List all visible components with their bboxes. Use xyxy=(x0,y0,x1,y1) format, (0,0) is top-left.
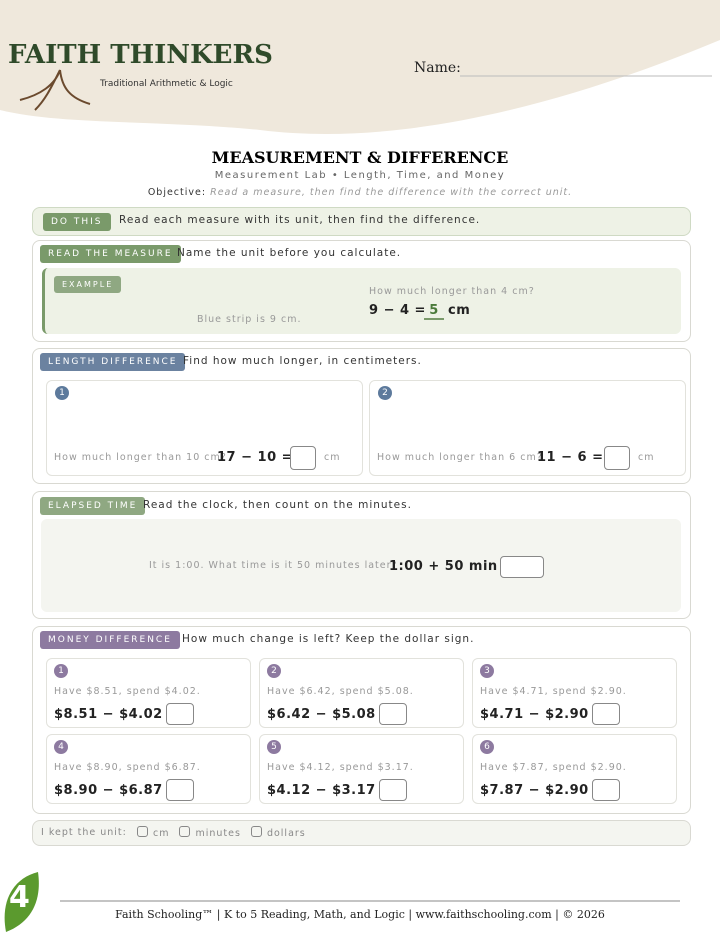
problem-number: 6 xyxy=(480,740,494,754)
problem-card: 1 Have $8.51, spend $4.02. $8.51 − $4.02 = xyxy=(46,658,251,728)
elapsed-panel: ELAPSED TIME Read the clock, then count … xyxy=(32,491,691,619)
answer-box[interactable] xyxy=(592,703,620,725)
footer-leaf xyxy=(4,872,39,932)
problem-number: 1 xyxy=(55,386,69,400)
read-measure-panel: READ THE MEASURE Name the unit before yo… xyxy=(32,240,691,342)
equation: $8.90 − $6.87 = xyxy=(54,783,180,798)
question: How much longer than 10 cm? xyxy=(54,452,227,463)
problem-card: 2 How much longer than 6 cm? 11 − 6 = cm xyxy=(369,380,686,476)
answer-box[interactable] xyxy=(500,556,544,578)
checklist-label: I kept the unit: xyxy=(41,827,127,838)
instruction: How much change is left? Keep the dollar… xyxy=(182,633,475,645)
problem-card: 3 Have $4.71, spend $2.90. $4.71 − $2.90 = xyxy=(472,658,677,728)
objective-label: Objective: xyxy=(147,187,207,198)
clock-box: It is 1:00. What time is it 50 minutes l… xyxy=(41,519,681,612)
answer-box[interactable] xyxy=(166,779,194,801)
do-this-bar: DO THIS Read each measure with its unit,… xyxy=(32,207,691,236)
footer-text: Faith Schooling™ | K to 5 Reading, Math,… xyxy=(115,908,605,921)
equation: $4.71 − $2.90 = xyxy=(480,707,606,722)
subtitle: Measurement Lab • Length, Time, and Mone… xyxy=(214,170,506,181)
problem-number: 1 xyxy=(54,664,68,678)
caption: Blue strip is 9 cm. xyxy=(197,314,302,325)
equation: 9 − 4 = xyxy=(369,303,426,318)
checkbox[interactable] xyxy=(179,826,191,837)
grade-badge: 4 xyxy=(9,880,30,915)
answer-box[interactable] xyxy=(379,703,407,725)
problem-number: 2 xyxy=(267,664,281,678)
equation: $8.51 − $4.02 = xyxy=(54,707,180,722)
problem-card: 4 Have $8.90, spend $6.87. $8.90 − $6.87 = xyxy=(46,734,251,804)
problem-number: 4 xyxy=(54,740,68,754)
checkbox[interactable] xyxy=(137,826,148,837)
instruction: Read each measure with its unit, then fi… xyxy=(119,214,481,226)
name-label: Name: xyxy=(414,60,461,76)
brand: FAITH THINKERS xyxy=(8,40,273,70)
instruction: Find how much longer, in centimeters. xyxy=(183,355,422,367)
prompt: Have $4.12, spend $3.17. xyxy=(267,762,414,773)
objective: Objective: Read a measure, then find the… xyxy=(0,187,720,198)
equation: 11 − 6 = xyxy=(537,450,604,465)
option-label: dollars xyxy=(266,828,306,839)
checkbox[interactable] xyxy=(250,826,262,837)
prompt: Have $7.87, spend $2.90. xyxy=(480,762,627,773)
answer-box[interactable] xyxy=(379,779,407,801)
prompt: Have $8.90, spend $6.87. xyxy=(54,762,201,773)
tag: EXAMPLE xyxy=(54,276,122,293)
header-swoosh xyxy=(0,0,720,134)
problem-number: 3 xyxy=(480,664,494,678)
answer-box[interactable] xyxy=(592,779,620,801)
unit: cm xyxy=(448,303,471,318)
problem-card: 6 Have $7.87, spend $2.90. $7.87 − $2.90 = xyxy=(472,734,677,804)
problem-number: 2 xyxy=(378,386,392,400)
instruction: Name the unit before you calculate. xyxy=(177,247,402,259)
tag: MONEY DIFFERENCE xyxy=(40,631,180,649)
option-label: minutes xyxy=(195,828,241,839)
checklist-option[interactable]: cm xyxy=(137,826,170,839)
tag: LENGTH DIFFERENCE xyxy=(40,353,186,371)
equation: $6.42 − $5.08 = xyxy=(267,707,393,722)
checklist-options: cm minutes dollars xyxy=(137,826,316,839)
checklist-option[interactable]: minutes xyxy=(179,826,241,839)
instruction: Read the clock, then count on the minute… xyxy=(143,499,412,511)
prompt: Have $4.71, spend $2.90. xyxy=(480,686,627,697)
problem-number: 5 xyxy=(267,740,281,754)
objective-text: Read a measure, then find the difference… xyxy=(210,187,573,198)
problem-card: 2 Have $6.42, spend $5.08. $6.42 − $5.08 = xyxy=(259,658,464,728)
checklist-bar: I kept the unit: cm minutes dollars xyxy=(32,820,691,846)
tag: DO THIS xyxy=(43,213,111,231)
unit: cm xyxy=(324,452,341,463)
tag: ELAPSED TIME xyxy=(40,497,146,515)
answer-box[interactable] xyxy=(290,446,316,470)
prompt: Have $6.42, spend $5.08. xyxy=(267,686,414,697)
question: It is 1:00. What time is it 50 minutes l… xyxy=(149,560,398,571)
equation: $7.87 − $2.90 = xyxy=(480,783,606,798)
answer: 5 xyxy=(424,303,444,320)
tagline: Traditional Arithmetic & Logic xyxy=(100,79,233,89)
prompt: Have $8.51, spend $4.02. xyxy=(54,686,201,697)
equation: 17 − 10 = xyxy=(217,450,294,465)
problem-card: 5 Have $4.12, spend $3.17. $4.12 − $3.17 = xyxy=(259,734,464,804)
question: How much longer than 6 cm? xyxy=(377,452,543,463)
question: How much longer than 4 cm? xyxy=(369,286,535,297)
checklist-option[interactable]: dollars xyxy=(250,826,306,839)
example-box: EXAMPLE Blue strip is 9 cm. How much lon… xyxy=(42,268,681,334)
logo-roots xyxy=(19,69,91,111)
option-label: cm xyxy=(153,828,170,839)
tag: READ THE MEASURE xyxy=(40,245,181,263)
unit: cm xyxy=(638,452,655,463)
answer-box[interactable] xyxy=(166,703,194,725)
title: MEASUREMENT & DIFFERENCE xyxy=(211,148,509,167)
equation: $4.12 − $3.17 = xyxy=(267,783,393,798)
equation: 1:00 + 50 min = xyxy=(389,559,515,574)
problem-card: 1 How much longer than 10 cm? 17 − 10 = cm xyxy=(46,380,363,476)
answer-box[interactable] xyxy=(604,446,630,470)
